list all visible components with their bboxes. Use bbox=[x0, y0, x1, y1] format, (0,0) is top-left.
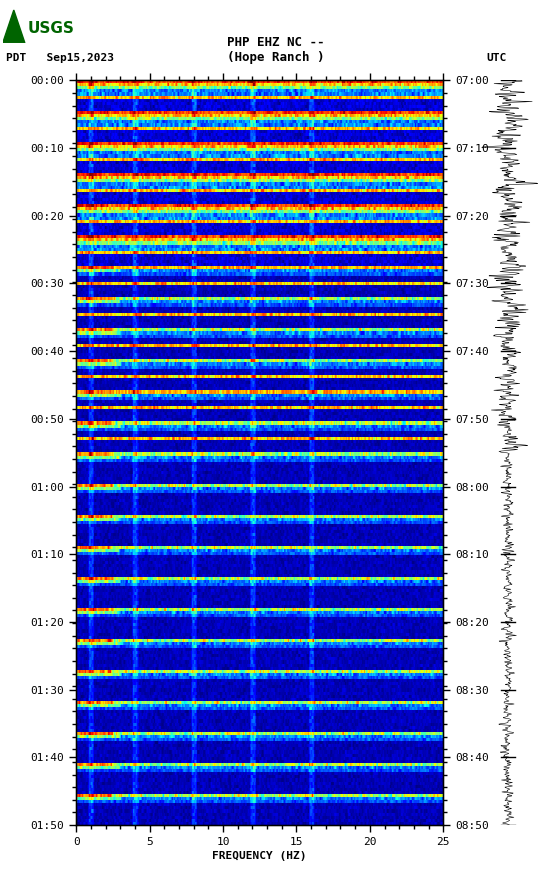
X-axis label: FREQUENCY (HZ): FREQUENCY (HZ) bbox=[213, 851, 307, 861]
Text: (Hope Ranch ): (Hope Ranch ) bbox=[227, 52, 325, 64]
Polygon shape bbox=[3, 10, 25, 43]
Text: UTC: UTC bbox=[487, 53, 507, 63]
Text: PHP EHZ NC --: PHP EHZ NC -- bbox=[227, 37, 325, 49]
Text: PDT   Sep15,2023: PDT Sep15,2023 bbox=[6, 53, 114, 63]
Text: USGS: USGS bbox=[28, 21, 75, 37]
